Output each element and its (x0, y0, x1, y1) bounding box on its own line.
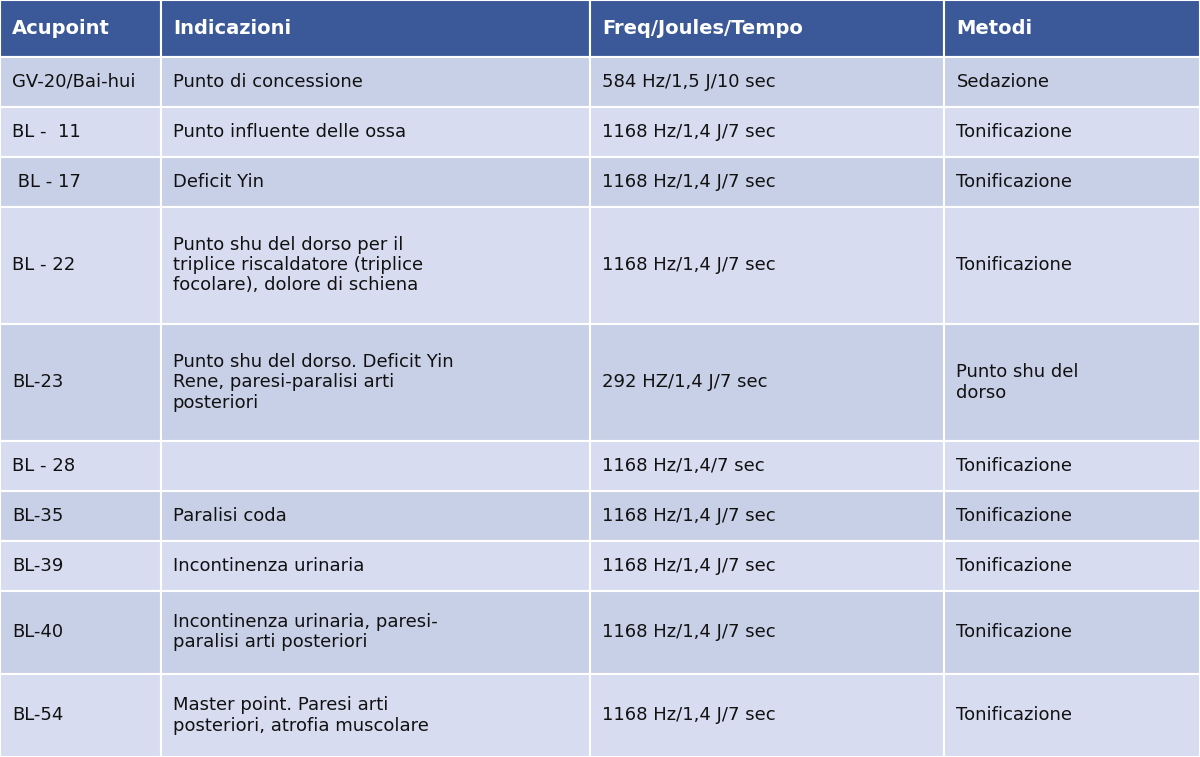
Text: Punto influente delle ossa: Punto influente delle ossa (173, 123, 406, 141)
Bar (161, 0, 590, 57)
Bar (0, 207, 161, 324)
Bar (590, 491, 944, 540)
Text: Tonificazione: Tonificazione (956, 623, 1073, 641)
Bar (0, 674, 161, 757)
Bar (590, 324, 944, 441)
Text: BL-40: BL-40 (12, 623, 64, 641)
Bar (0, 590, 161, 674)
Text: Acupoint: Acupoint (12, 19, 110, 38)
Text: 1168 Hz/1,4 J/7 sec: 1168 Hz/1,4 J/7 sec (602, 257, 776, 274)
Text: posteriori: posteriori (173, 394, 259, 412)
Text: Freq/Joules/Tempo: Freq/Joules/Tempo (602, 19, 803, 38)
Text: Tonificazione: Tonificazione (956, 706, 1073, 724)
Text: BL - 17: BL - 17 (12, 173, 80, 191)
Bar (0, 0, 161, 57)
Text: BL -  11: BL - 11 (12, 123, 80, 141)
Bar (161, 590, 590, 674)
Text: Tonificazione: Tonificazione (956, 507, 1073, 525)
Bar (0, 491, 161, 540)
Text: BL-23: BL-23 (12, 373, 64, 391)
Text: Master point. Paresi arti: Master point. Paresi arti (173, 696, 388, 715)
Text: BL-39: BL-39 (12, 556, 64, 575)
Text: dorso: dorso (956, 384, 1007, 401)
Bar (161, 540, 590, 590)
Bar (944, 441, 1200, 491)
Text: 1168 Hz/1,4/7 sec: 1168 Hz/1,4/7 sec (602, 457, 766, 475)
Text: Rene, paresi-paralisi arti: Rene, paresi-paralisi arti (173, 373, 394, 391)
Text: Deficit Yin: Deficit Yin (173, 173, 264, 191)
Text: Incontinenza urinaria: Incontinenza urinaria (173, 556, 364, 575)
Bar (590, 57, 944, 107)
Text: BL-54: BL-54 (12, 706, 64, 724)
Bar (161, 57, 590, 107)
Bar (590, 157, 944, 207)
Bar (161, 157, 590, 207)
Text: 1168 Hz/1,4 J/7 sec: 1168 Hz/1,4 J/7 sec (602, 507, 776, 525)
Text: Punto shu del dorso per il: Punto shu del dorso per il (173, 236, 403, 254)
Bar (0, 441, 161, 491)
Text: 1168 Hz/1,4 J/7 sec: 1168 Hz/1,4 J/7 sec (602, 623, 776, 641)
Bar (161, 674, 590, 757)
Bar (0, 107, 161, 157)
Bar (590, 674, 944, 757)
Bar (161, 107, 590, 157)
Text: Paralisi coda: Paralisi coda (173, 507, 287, 525)
Bar (590, 441, 944, 491)
Text: 1168 Hz/1,4 J/7 sec: 1168 Hz/1,4 J/7 sec (602, 173, 776, 191)
Text: 1168 Hz/1,4 J/7 sec: 1168 Hz/1,4 J/7 sec (602, 123, 776, 141)
Text: Punto shu del: Punto shu del (956, 363, 1079, 382)
Text: Sedazione: Sedazione (956, 73, 1049, 91)
Text: Metodi: Metodi (956, 19, 1032, 38)
Text: Indicazioni: Indicazioni (173, 19, 290, 38)
Bar (161, 491, 590, 540)
Bar (590, 107, 944, 157)
Text: posteriori, atrofia muscolare: posteriori, atrofia muscolare (173, 717, 428, 734)
Bar (944, 57, 1200, 107)
Text: 292 HZ/1,4 J/7 sec: 292 HZ/1,4 J/7 sec (602, 373, 768, 391)
Bar (944, 0, 1200, 57)
Bar (0, 157, 161, 207)
Text: Tonificazione: Tonificazione (956, 173, 1073, 191)
Bar (944, 107, 1200, 157)
Text: Punto di concessione: Punto di concessione (173, 73, 362, 91)
Bar (590, 0, 944, 57)
Bar (590, 590, 944, 674)
Text: GV-20/Bai-hui: GV-20/Bai-hui (12, 73, 136, 91)
Bar (161, 441, 590, 491)
Bar (944, 540, 1200, 590)
Bar (590, 540, 944, 590)
Text: Punto shu del dorso. Deficit Yin: Punto shu del dorso. Deficit Yin (173, 354, 454, 372)
Text: BL - 22: BL - 22 (12, 257, 76, 274)
Bar (590, 207, 944, 324)
Bar (944, 491, 1200, 540)
Bar (161, 324, 590, 441)
Text: Tonificazione: Tonificazione (956, 123, 1073, 141)
Bar (944, 207, 1200, 324)
Text: 584 Hz/1,5 J/10 sec: 584 Hz/1,5 J/10 sec (602, 73, 776, 91)
Text: BL-35: BL-35 (12, 507, 64, 525)
Text: paralisi arti posteriori: paralisi arti posteriori (173, 634, 367, 651)
Bar (944, 590, 1200, 674)
Bar (0, 540, 161, 590)
Text: Incontinenza urinaria, paresi-: Incontinenza urinaria, paresi- (173, 613, 438, 631)
Text: triplice riscaldatore (triplice: triplice riscaldatore (triplice (173, 257, 422, 274)
Bar (944, 674, 1200, 757)
Text: focolare), dolore di schiena: focolare), dolore di schiena (173, 276, 418, 294)
Text: Tonificazione: Tonificazione (956, 257, 1073, 274)
Bar (0, 57, 161, 107)
Bar (0, 324, 161, 441)
Text: 1168 Hz/1,4 J/7 sec: 1168 Hz/1,4 J/7 sec (602, 556, 776, 575)
Bar (944, 157, 1200, 207)
Text: 1168 Hz/1,4 J/7 sec: 1168 Hz/1,4 J/7 sec (602, 706, 776, 724)
Text: BL - 28: BL - 28 (12, 457, 76, 475)
Bar (944, 324, 1200, 441)
Text: Tonificazione: Tonificazione (956, 556, 1073, 575)
Bar (161, 207, 590, 324)
Text: Tonificazione: Tonificazione (956, 457, 1073, 475)
